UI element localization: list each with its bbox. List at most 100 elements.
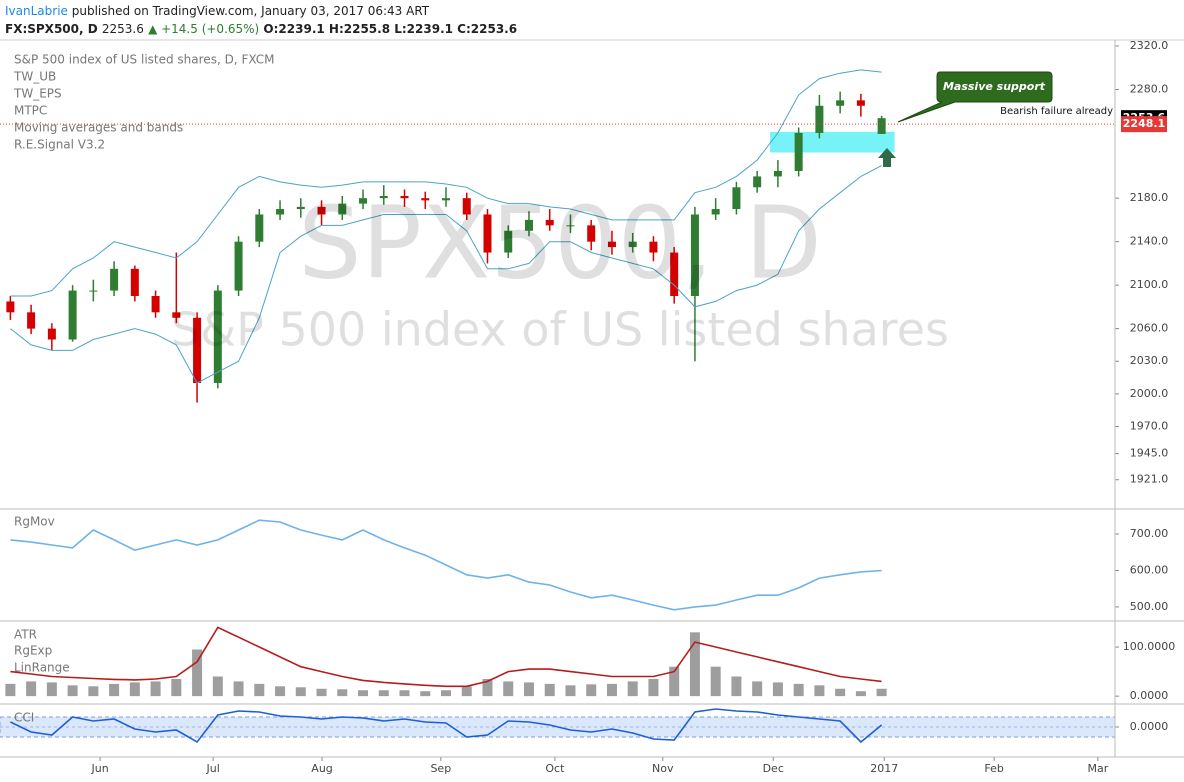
published: published on TradingView.com, January 03… [72, 4, 430, 18]
atr-bar [150, 681, 161, 697]
callout-text: Massive support [943, 80, 1046, 93]
atr-bar [337, 689, 348, 697]
price-label: 2248.1 [1123, 117, 1165, 130]
atr-bar [503, 681, 514, 697]
candle-body [172, 312, 181, 318]
atr-bar [606, 683, 617, 697]
candle-body [151, 296, 160, 313]
candle-body [359, 198, 368, 204]
candle-body [68, 290, 77, 340]
atr-bar [731, 676, 742, 697]
y-tick-label: 2100.0 [1130, 278, 1169, 291]
plot-layers: 2320.0 2280.0 2180.0 2140.0 2100.0 2060.0 2030… [0, 39, 1175, 775]
study-name: R.E.Signal V3.2 [14, 138, 105, 152]
candle-body [400, 196, 409, 199]
candle-body [504, 230, 513, 253]
y-tick-label: 2320.0 [1130, 39, 1169, 52]
header-symbol: FX:SPX500, D 2253.6 ▲ +14.5 (+0.65%) O:2… [5, 22, 517, 36]
candle-body [836, 100, 845, 106]
candle-body [130, 268, 139, 297]
y-tick-label: 1970.0 [1130, 419, 1169, 432]
atr-bar [358, 690, 369, 697]
candle-body [773, 170, 782, 177]
atr-bar [565, 685, 576, 697]
study-name: TW_EPS [13, 87, 62, 101]
atr-bar [835, 688, 846, 697]
candle-body [47, 328, 56, 340]
candle-body [794, 132, 803, 171]
atr-bar [399, 690, 410, 697]
x-tick-label: Oct [545, 762, 565, 775]
support-zone [770, 131, 895, 153]
study-name: MTPC [14, 104, 47, 118]
candle-body [545, 219, 554, 226]
candle-body [110, 268, 119, 291]
y-tick-label: 2140.0 [1130, 235, 1169, 248]
y-tick-label: 2280.0 [1130, 82, 1169, 95]
candle-body [690, 214, 699, 297]
atr-bar [109, 683, 120, 697]
candle-body [815, 105, 824, 133]
candle-body [193, 317, 202, 383]
series-line [10, 165, 882, 384]
y-tick-label: 600.00 [1130, 563, 1169, 576]
candle-body [442, 198, 450, 201]
candle-body [213, 290, 222, 383]
atr-bar [192, 649, 203, 697]
candle-body [711, 209, 720, 215]
candle-body [670, 252, 679, 297]
candle-body [296, 206, 305, 210]
atr-bar [523, 682, 534, 697]
atr-bar [544, 683, 555, 697]
atr-bar [441, 690, 451, 697]
atr-bar [129, 682, 140, 697]
atr-bar [171, 678, 182, 697]
candle-body [234, 241, 243, 291]
candle-body [607, 241, 616, 248]
atr-bar [627, 681, 638, 697]
atr-bar [254, 683, 265, 697]
atr-bar [793, 683, 804, 697]
atr-bar [669, 666, 680, 697]
atr-bar [689, 632, 700, 697]
callout-box [897, 71, 1053, 123]
pane-title: CCI [14, 711, 34, 725]
series-line [10, 69, 882, 297]
atr-bar [233, 681, 244, 697]
ohlc: O:2239.1 H:2255.8 L:2239.1 C:2253.6 [263, 22, 517, 36]
change: ▲ +14.5 (+0.65%) [148, 22, 259, 36]
atr-bar [461, 686, 472, 697]
y-tick-label: 500.00 [1130, 600, 1169, 613]
candle-body [89, 290, 98, 292]
header-author: IvanLabrie published on TradingView.com,… [5, 4, 430, 18]
candle-body [649, 241, 658, 253]
series-line [10, 708, 883, 744]
candle-body [255, 214, 264, 242]
candle-body [276, 209, 285, 215]
candle-body [877, 118, 886, 134]
atr-bar [752, 681, 763, 697]
x-tick-label: Dec [763, 762, 784, 775]
y-tick-label: 2030.0 [1130, 354, 1169, 367]
y-tick-label: 0.0000 [1130, 720, 1169, 733]
atr-bar [710, 666, 721, 697]
x-tick-label: Jul [206, 762, 220, 775]
atr-bar [378, 690, 389, 697]
candle-body [628, 241, 637, 248]
candle-body [462, 198, 471, 215]
x-tick-label: Jun [90, 762, 108, 775]
candle-body [6, 301, 15, 313]
study-name: LinRange [14, 661, 70, 675]
candle-body [587, 225, 596, 242]
candle-body [421, 198, 430, 201]
y-tick-label: 700.00 [1130, 527, 1169, 540]
candle-body [27, 312, 36, 329]
y-tick-label: 1921.0 [1130, 473, 1169, 486]
y-tick-label: 2180.0 [1130, 191, 1169, 204]
atr-bar [88, 686, 99, 697]
atr-bar [648, 678, 659, 697]
y-tick-label: 2000.0 [1130, 387, 1169, 400]
support-arrow [878, 148, 896, 167]
x-tick-label: 2017 [870, 762, 898, 775]
